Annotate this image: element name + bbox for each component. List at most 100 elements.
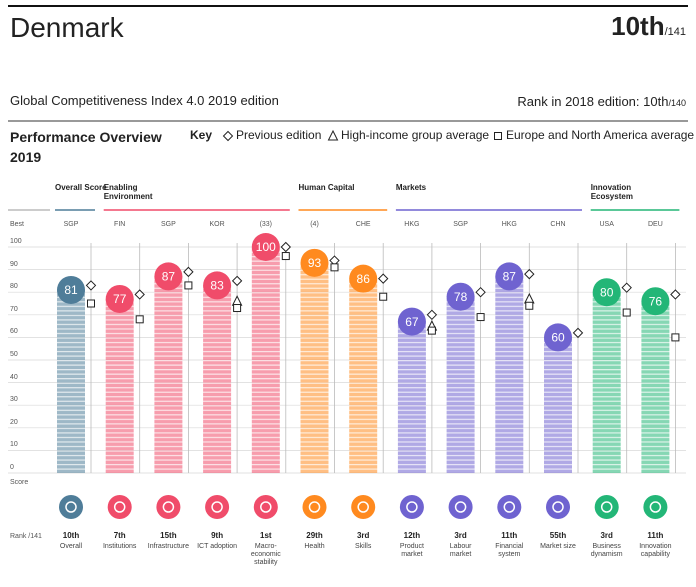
- bar: [592, 292, 621, 473]
- rank-2018-total: /140: [668, 98, 686, 108]
- pillar-icon-glyph: [308, 501, 321, 513]
- y-tick-label: 40: [10, 373, 18, 381]
- pillar-name: Market size: [540, 543, 576, 550]
- square-marker: [184, 281, 193, 290]
- square-marker: [622, 308, 631, 317]
- score-label: 76: [649, 294, 663, 308]
- pillar-icon: [156, 495, 181, 519]
- group-label: Enabling Environment: [103, 183, 153, 202]
- y-tick-label: 50: [10, 351, 18, 358]
- best-label: FIN: [114, 221, 126, 228]
- legend-entry: Europe and North America average: [506, 128, 695, 142]
- bar: [105, 298, 134, 473]
- score-label: 78: [454, 290, 468, 304]
- square-marker: [281, 252, 290, 261]
- bar: [251, 247, 280, 473]
- square-marker: [233, 304, 242, 313]
- rank-label: 10th: [62, 531, 80, 540]
- rank-2018-label: Rank in 2018 edition:: [517, 94, 640, 109]
- score-circle: [251, 233, 280, 261]
- pillar-icon: [448, 495, 473, 519]
- pillar-name: Infrastructure: [147, 543, 190, 550]
- pillar-icon-glyph: [552, 501, 564, 513]
- score-circle: [154, 262, 183, 291]
- pillar-name: Financial system: [495, 543, 524, 559]
- group-label: Markets: [395, 183, 427, 192]
- square-marker: [427, 326, 436, 335]
- pillar-name: Innovation capability: [639, 543, 672, 559]
- best-label: DEU: [648, 221, 663, 228]
- group-label: Overall Score: [55, 183, 107, 192]
- triangle-marker: [231, 295, 243, 306]
- y-tick-label: 80: [10, 283, 18, 291]
- pillar-icon: [107, 495, 132, 519]
- pillar-icon: [546, 495, 570, 519]
- bar: [544, 337, 572, 473]
- score-label: 87: [503, 270, 517, 284]
- best-label: KOR: [209, 221, 225, 228]
- square-marker: [671, 333, 680, 342]
- score-label: 67: [405, 315, 419, 329]
- pillar-icon-glyph: [65, 501, 77, 513]
- rank-label: 9th: [211, 531, 224, 540]
- pillar-icon-glyph: [454, 501, 467, 513]
- axis-label: Rank /141: [10, 533, 42, 540]
- pillar-icon-glyph: [503, 501, 516, 513]
- best-label: HKG: [404, 221, 420, 228]
- score-circle: [592, 278, 621, 307]
- diamond-marker: [134, 289, 145, 300]
- rank-2018-value: 10th: [643, 94, 669, 109]
- y-tick-label: 0: [10, 464, 14, 471]
- rank-label: 3rd: [454, 531, 467, 540]
- diamond-marker: [670, 289, 681, 300]
- rank-total: /141: [664, 26, 686, 38]
- pillar-icon: [497, 495, 522, 519]
- bar: [397, 321, 426, 473]
- chart-title: Performance Overview 2019: [10, 129, 162, 165]
- square-marker: [525, 301, 534, 310]
- y-tick-label: 10: [10, 441, 18, 449]
- country: Denmark: [10, 12, 124, 43]
- pillar-icon: [59, 495, 83, 519]
- pillar-name: Business dynamism: [590, 543, 623, 559]
- diamond-marker: [377, 273, 389, 284]
- score-label: 83: [210, 279, 224, 293]
- best-label: SGP: [160, 221, 176, 228]
- rank-label: 3rd: [356, 531, 370, 540]
- axis-label: Score: [10, 479, 29, 486]
- bar: [203, 285, 232, 473]
- edition-title: Global Competitiveness Index 4.0 2019 ed…: [10, 93, 279, 108]
- score-label: 80: [600, 285, 614, 299]
- bar: [495, 276, 524, 473]
- bar: [446, 296, 475, 473]
- square-marker: [476, 313, 485, 322]
- best-label: HKG: [501, 221, 517, 228]
- rank-label: 15th: [160, 531, 177, 540]
- diamond-marker: [85, 280, 97, 291]
- score-circle: [57, 275, 85, 304]
- score-label: 93: [308, 256, 322, 270]
- pillar-icon-glyph: [260, 501, 272, 513]
- score-label: 60: [551, 331, 565, 345]
- square-marker: [135, 315, 144, 324]
- rank-label: 3rd: [600, 531, 613, 540]
- pillar-name: Institutions: [102, 543, 137, 550]
- group-label: Innovation Ecosystem: [590, 183, 633, 202]
- diamond-marker: [572, 327, 584, 339]
- best-label: USA: [599, 221, 614, 228]
- y-tick-label: 100: [10, 238, 22, 245]
- pillar-icon-glyph: [357, 501, 369, 513]
- score-circle: [349, 264, 378, 293]
- best-label: SGP: [63, 221, 79, 228]
- legend-entry: High-income group average: [341, 128, 490, 142]
- pillar-name: Labour market: [449, 543, 472, 559]
- rank-label: 11th: [647, 531, 664, 540]
- y-tick-label: 70: [10, 305, 18, 313]
- diamond-marker: [183, 266, 194, 278]
- score-circle: [495, 262, 524, 291]
- diamond-marker: [426, 309, 438, 321]
- pillar-icon: [594, 495, 619, 519]
- diamond-marker: [222, 130, 234, 142]
- square-marker: [330, 263, 339, 272]
- y-tick-label: 20: [10, 418, 18, 426]
